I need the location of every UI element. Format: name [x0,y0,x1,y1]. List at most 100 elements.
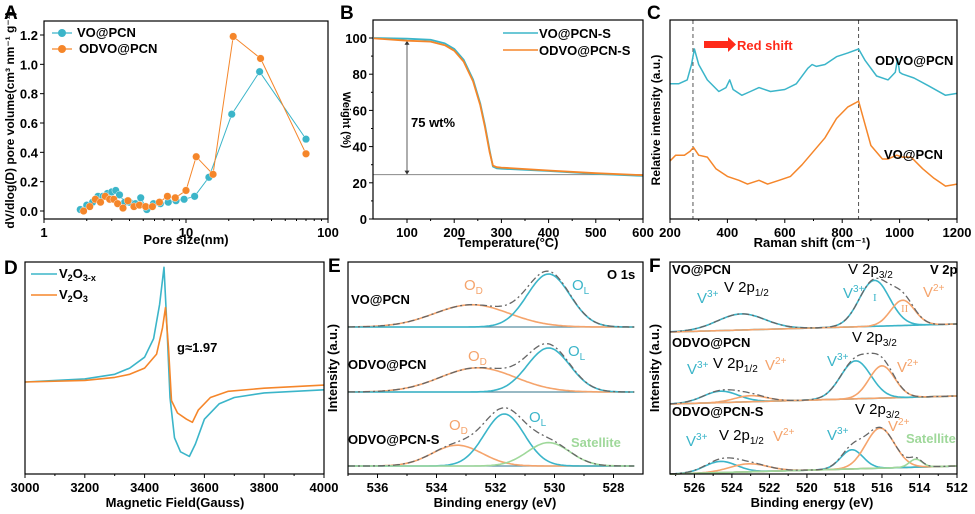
peak-label-satellite: Satellite [906,431,956,446]
peak-label-od: OD [468,348,487,368]
x-tick-label: 400 [538,225,560,240]
x-axis-label-f: Binding energy (eV) [751,495,874,510]
legend-label-odvo-pcn: ODVO@PCN [79,41,157,56]
fit-envelope [348,270,635,328]
y-tick-label: 40 [353,140,367,155]
y-tick-label: 1.0 [20,57,38,72]
annotation-g-factor: g≈1.97 [177,340,217,355]
fit-envelope [348,407,635,467]
peak-label-roman-1: I [873,292,877,304]
y-axis-label-b: Weight (%) [340,92,352,149]
peak-label-v3plus: V3+ [827,352,849,370]
y-tick-label: 0.0 [20,204,38,219]
y-axis-label-a: dV/dlog(D) pore volume(cm³ nm⁻¹ g⁻¹) [3,11,17,228]
data-point [209,170,218,179]
legend-label-vo-pcn: VO@PCN [77,25,136,40]
fit-envelope [669,277,957,333]
legend-label-vo-pcn-s: VO@PCN-S [539,26,611,41]
series-line-odvo-pcn-s [373,37,644,177]
plot-frame-f [669,261,958,475]
x-tick-label: 536 [367,480,389,495]
x-tick-label: 100 [396,225,418,240]
peak-label-satellite: Satellite [571,435,621,450]
legend-marker-vo-pcn [58,29,66,37]
y-tick-label: 0.6 [20,116,38,131]
data-point [123,196,132,205]
series-c [669,20,958,219]
peak-label-v2p12: V 2p1/2 [713,355,758,375]
axis-ticks-a: 1 10 100 0.0 0.2 0.4 0.6 0.8 1.0 1.2 [20,28,339,240]
data-point [118,204,127,213]
axis-ticks-c: 200 400 600 800 1000 1200 [659,219,971,240]
peak-label-od: OD [464,277,483,297]
data-point [181,186,190,195]
annotation-red-shift: Red shift [737,38,793,53]
peak-label-v2plus: V2+ [923,283,945,301]
y-tick-label: 0.8 [20,87,38,102]
sample-label-odvo-pcn-s-f: ODVO@PCN-S [672,404,764,419]
peak-label-v2p32: V 2p3/2 [848,261,893,281]
x-tick-label: 532 [485,480,507,495]
peak-label-v3plus: V3+ [687,360,709,378]
x-tick-label: 3200 [70,480,99,495]
x-tick-label: 10 [179,225,193,240]
axis-ticks-f: 526 524 522 520 518 516 514 512 [675,474,968,495]
y-tick-label: 0.2 [20,175,38,190]
x-tick-label: 200 [659,225,681,240]
data-point [96,198,105,207]
data-point [136,193,145,202]
x-tick-label: 1000 [885,225,914,240]
y-axis-label-c: Relative intensity (a.u.) [649,55,663,186]
peak-label-v2p32: V 2p3/2 [855,401,900,421]
peak-label-v2plus: V2+ [897,358,919,376]
x-tick-label: 3400 [130,480,159,495]
x-tick-label: 526 [684,480,706,495]
peak-label-ol: OL [568,343,586,363]
peak-label-od: OD [449,417,468,437]
x-tick-label: 3800 [250,480,279,495]
y-tick-label: 80 [353,67,367,82]
y-tick-label: 100 [345,31,367,46]
data-point [302,135,311,144]
panel-label-d: D [4,258,18,279]
arrow-head-down-icon [404,170,410,175]
panel-c: C 200 400 600 800 1000 1200 Red shift ODVO@PC… [647,3,971,250]
series-label-odvo-pcn: ODVO@PCN [875,53,953,68]
x-tick-label: 1200 [943,225,972,240]
legend-marker-odvo-pcn [58,45,66,53]
panel-label-f: F [649,256,661,277]
panel-label-b: B [340,3,354,24]
peak-label-ol: OL [572,277,590,297]
data-point [148,202,157,211]
y-tick-label: 20 [353,176,367,191]
peak-label-v3plus: V3+ [827,426,849,444]
fit-peak-v3plus [669,313,958,333]
fit-peak-v2plus [669,299,957,333]
plot-frame-d [24,261,325,475]
x-tick-label: 518 [834,480,856,495]
legend-label-v2o3: V2O3 [59,287,88,304]
series-b [373,37,644,177]
legend-d: V2O3-x V2O3 [31,266,96,304]
data-point [115,190,124,199]
panel-a: A 1 10 100 0.0 0.2 0.4 0.6 0.8 1.0 1.2 VO@PCN ODV… [3,3,339,247]
fit-envelope [348,343,635,393]
x-tick-label: 3000 [11,480,40,495]
panel-d: D 3000 3200 3400 3600 3800 4000 V2O3-x V2O3 g… [4,258,338,510]
fit-peak-v2plus [669,364,957,405]
x-axis-label-e: Binding energy (eV) [434,495,557,510]
axis-ticks-b: 100 200 300 400 500 600 0 20 40 60 80 100 [345,31,654,240]
arrow-head-up-icon [404,40,410,45]
x-tick-label: 528 [603,480,625,495]
x-tick-label: 520 [796,480,818,495]
series-line-vo-pcn [669,100,958,187]
y-tick-label: 0.4 [20,145,39,160]
legend-b: VO@PCN-S ODVO@PCN-S [503,26,631,58]
series-a [76,32,311,215]
series-f [669,277,958,475]
y-axis-label-f: Intensity (a.u.) [647,324,662,412]
x-tick-label: 100 [317,225,339,240]
series-d [24,266,325,458]
